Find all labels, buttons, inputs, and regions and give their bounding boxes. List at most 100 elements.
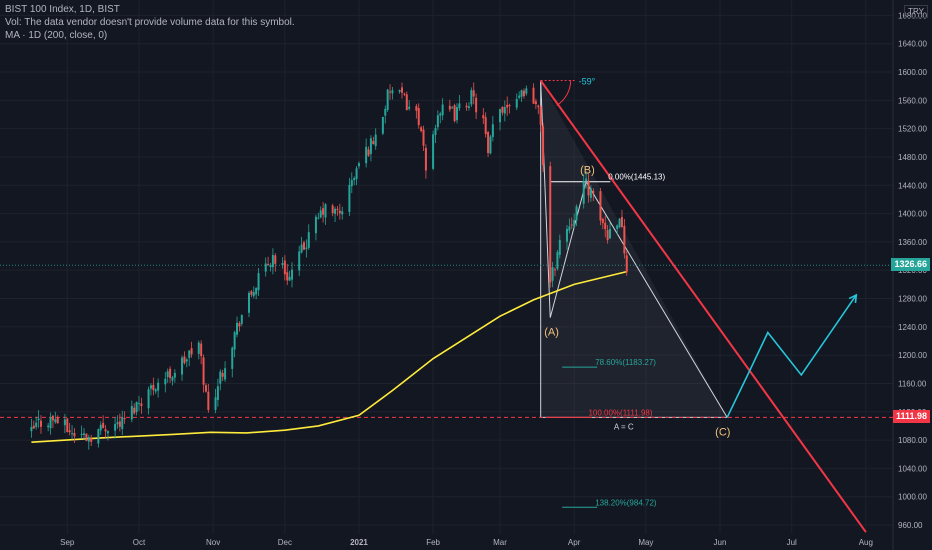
candle-body (39, 420, 42, 427)
shaded-triangle (540, 80, 728, 418)
candle-body (475, 97, 478, 113)
candle-body (99, 424, 102, 431)
candle-body (589, 188, 592, 198)
candle-body (286, 272, 289, 281)
fib-level-786-label: 78.60%(1183.27) (595, 358, 656, 367)
projection-arrowhead (848, 293, 858, 304)
candle-body (575, 206, 578, 221)
candle-body (236, 322, 239, 335)
candle-body (250, 291, 253, 295)
candle-body (353, 178, 356, 181)
candle-body (348, 184, 351, 212)
candle-body (549, 166, 552, 283)
candle-body (601, 218, 604, 224)
candle-body (374, 134, 377, 147)
candle-body (71, 433, 74, 435)
candle-body (551, 267, 554, 281)
candle-body (609, 228, 612, 239)
x-tick-label: Apr (568, 538, 581, 547)
candle-body (197, 342, 200, 354)
candle-body (472, 90, 475, 97)
candle-body (501, 106, 504, 113)
candle-body (130, 405, 133, 420)
candle-body (465, 105, 468, 108)
candle-body (166, 371, 169, 377)
y-tick-label: 1240.00 (898, 323, 927, 332)
candle-body (63, 419, 66, 426)
y-tick-label: 1560.00 (898, 96, 927, 105)
x-tick-label: Nov (206, 538, 220, 547)
candle-body (389, 91, 392, 93)
annotation-layer: 0.00%(1445.13) 78.60%(1183.27) 100.00%(111… (544, 76, 730, 507)
candle-body (204, 385, 207, 392)
candle-body (87, 437, 90, 442)
candle-body (604, 222, 607, 230)
y-tick-label: 1520.00 (898, 125, 927, 134)
candle-body (118, 421, 121, 427)
candle-body (565, 228, 568, 242)
ma-200-line (31, 270, 627, 443)
x-tick-label: Sep (60, 538, 75, 547)
ma-indicator-label[interactable]: MA · 1D (200, close, 0) (5, 30, 108, 41)
candle-body (56, 417, 59, 424)
candle-body (138, 403, 140, 405)
candle-body (606, 230, 609, 241)
candle-body (585, 178, 588, 182)
candle-body (68, 430, 71, 433)
candle-body (415, 106, 418, 111)
candle-body (185, 359, 188, 362)
candle-body (47, 425, 50, 428)
wave-b-label: (B) (580, 165, 595, 177)
candle-body (408, 106, 411, 109)
symbol-title[interactable]: BIST 100 Index, 1D, BIST (5, 4, 120, 15)
y-tick-label: 1400.00 (898, 210, 927, 219)
candle-body (147, 389, 150, 409)
candle-body (334, 208, 337, 214)
candle-body (405, 94, 408, 111)
candle-body (587, 180, 590, 196)
candle-body (90, 438, 93, 442)
currency-badge[interactable]: TRY (904, 5, 928, 18)
candle-body (240, 314, 243, 324)
candle-body (398, 89, 401, 92)
candle-body (436, 115, 439, 128)
candle-body (238, 323, 241, 327)
volume-note: Vol: The data vendor doesn't provide vol… (5, 17, 295, 28)
candle-body (32, 425, 35, 429)
candle-body (271, 254, 274, 268)
a-equals-c-label: A = C (614, 422, 634, 431)
y-tick-label: 1600.00 (898, 68, 927, 77)
candle-body (470, 90, 473, 105)
angle-label: -59° (579, 76, 596, 86)
y-tick-label: 1640.00 (898, 40, 927, 49)
candle-body (219, 371, 222, 384)
fib-level-100-label: 100.00%(1111.98) (588, 408, 652, 417)
candle-body (116, 422, 119, 425)
candle-body (386, 89, 389, 110)
candle-body (97, 429, 100, 444)
y-tick-label: 1360.00 (898, 238, 927, 247)
fib-level-1382-label: 138.20%(984.72) (595, 498, 657, 507)
y-tick-label: 1440.00 (898, 181, 927, 190)
candle-body (252, 292, 255, 297)
candle-body (173, 372, 176, 378)
candle-body (439, 113, 442, 116)
candle-body (169, 368, 172, 378)
candle-body (534, 101, 537, 105)
candle-body (453, 105, 456, 122)
candle-body (264, 263, 267, 272)
candle-body (357, 163, 360, 167)
candle-body (434, 128, 437, 135)
candle-body (537, 105, 540, 108)
candle-body (83, 433, 86, 436)
candle-body (317, 217, 320, 219)
candle-body (233, 332, 236, 350)
candle-body (620, 217, 623, 227)
candle-body (37, 418, 40, 421)
candle-body (123, 418, 126, 420)
candle-body (515, 98, 518, 108)
candle-body (503, 107, 506, 114)
candle-body (403, 93, 406, 95)
y-tick-label: 1000.00 (898, 493, 927, 502)
